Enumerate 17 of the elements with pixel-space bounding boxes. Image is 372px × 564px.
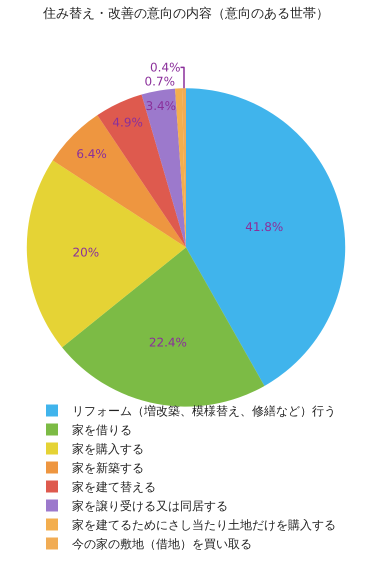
data-label: 0.4% xyxy=(150,60,180,74)
legend-label: リフォーム（増改築、模様替え、修繕など）行う xyxy=(72,404,336,418)
legend-label: 家を購入する xyxy=(72,442,144,456)
legend-label: 家を建てるためにさし当たり土地だけを購入する xyxy=(72,518,336,532)
legend-label: 今の家の敷地（借地）を買い取る xyxy=(72,537,252,552)
data-label: 4.9% xyxy=(112,115,143,130)
data-label: 3.4% xyxy=(146,98,176,113)
data-label: 41.8% xyxy=(245,220,284,234)
legend-label: 家を借りる xyxy=(72,423,132,438)
chart-title: 住み替え・改善の意向の内容（意向のある世帯） xyxy=(42,6,329,22)
data-label: 0.7% xyxy=(144,74,175,88)
legend-label: 家を新築する xyxy=(72,461,144,476)
data-label: 20% xyxy=(72,245,100,260)
data-label: 6.4% xyxy=(76,147,107,162)
legend-label: 家を譲り受ける又は同居する xyxy=(72,499,228,514)
legend-label: 家を建て替える xyxy=(72,480,156,494)
data-label: 22.4% xyxy=(148,335,187,350)
